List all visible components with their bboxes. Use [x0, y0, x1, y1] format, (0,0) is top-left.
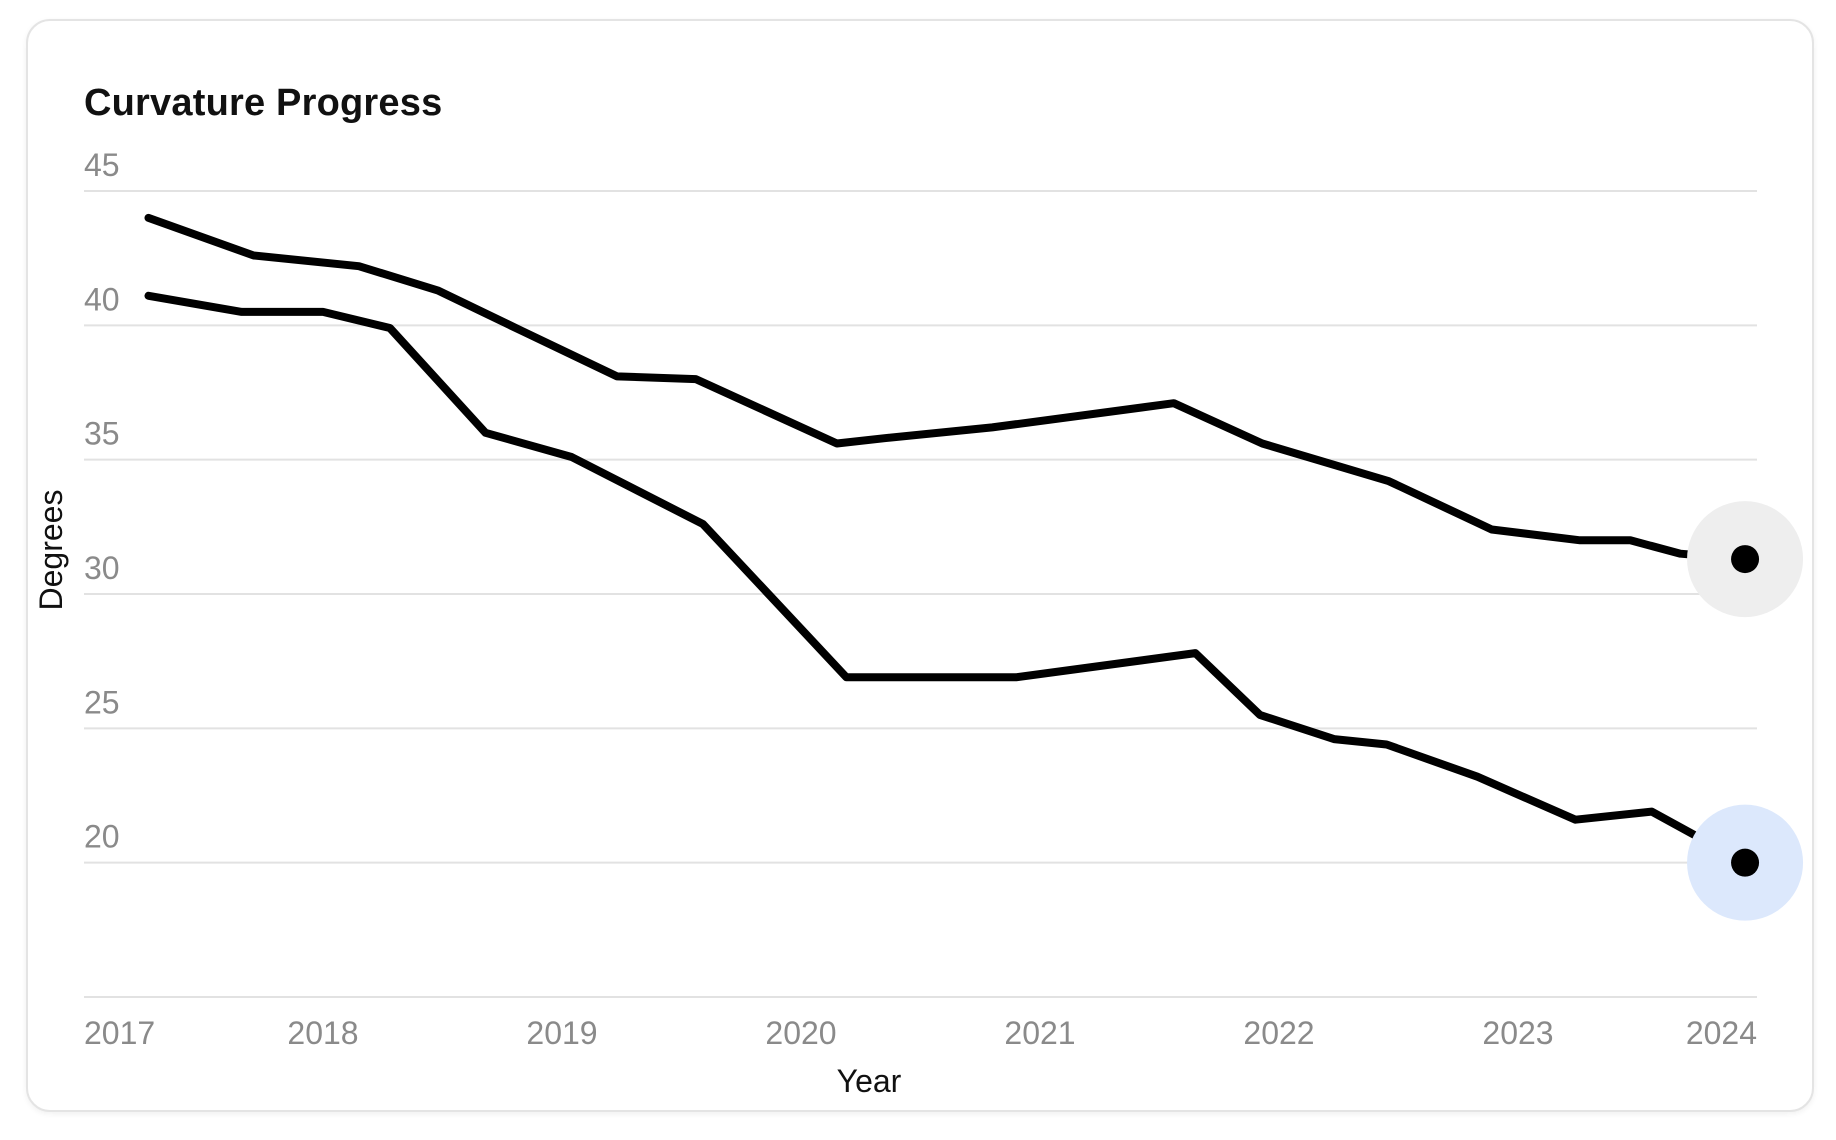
x-tick-label: 2024 [1686, 1015, 1757, 1051]
x-tick-label: 2018 [287, 1015, 358, 1051]
x-tick-label: 2017 [84, 1015, 155, 1051]
chart-title: Curvature Progress [84, 82, 443, 124]
y-tick-label: 40 [84, 281, 120, 317]
x-tick-label: 2023 [1482, 1015, 1553, 1051]
x-tick-label: 2019 [526, 1015, 597, 1051]
x-axis-label: Year [837, 1063, 902, 1099]
endpoint-marker-2[interactable] [1731, 848, 1760, 877]
y-tick-label: 20 [84, 819, 120, 855]
y-tick-label: 25 [84, 684, 120, 720]
x-tick-label: 2020 [765, 1015, 836, 1051]
x-tick-label: 2021 [1004, 1015, 1075, 1051]
x-tick-label: 2022 [1243, 1015, 1314, 1051]
y-tick-label: 30 [84, 550, 120, 586]
chart-card [26, 19, 1814, 1112]
series-line-2 [144, 291, 1750, 867]
endpoint-marker-1[interactable] [1731, 545, 1760, 574]
y-axis-label: Degrees [33, 490, 69, 611]
y-tick-label: 35 [84, 416, 120, 452]
series-line-1 [144, 213, 1750, 564]
y-tick-label: 45 [84, 147, 120, 183]
